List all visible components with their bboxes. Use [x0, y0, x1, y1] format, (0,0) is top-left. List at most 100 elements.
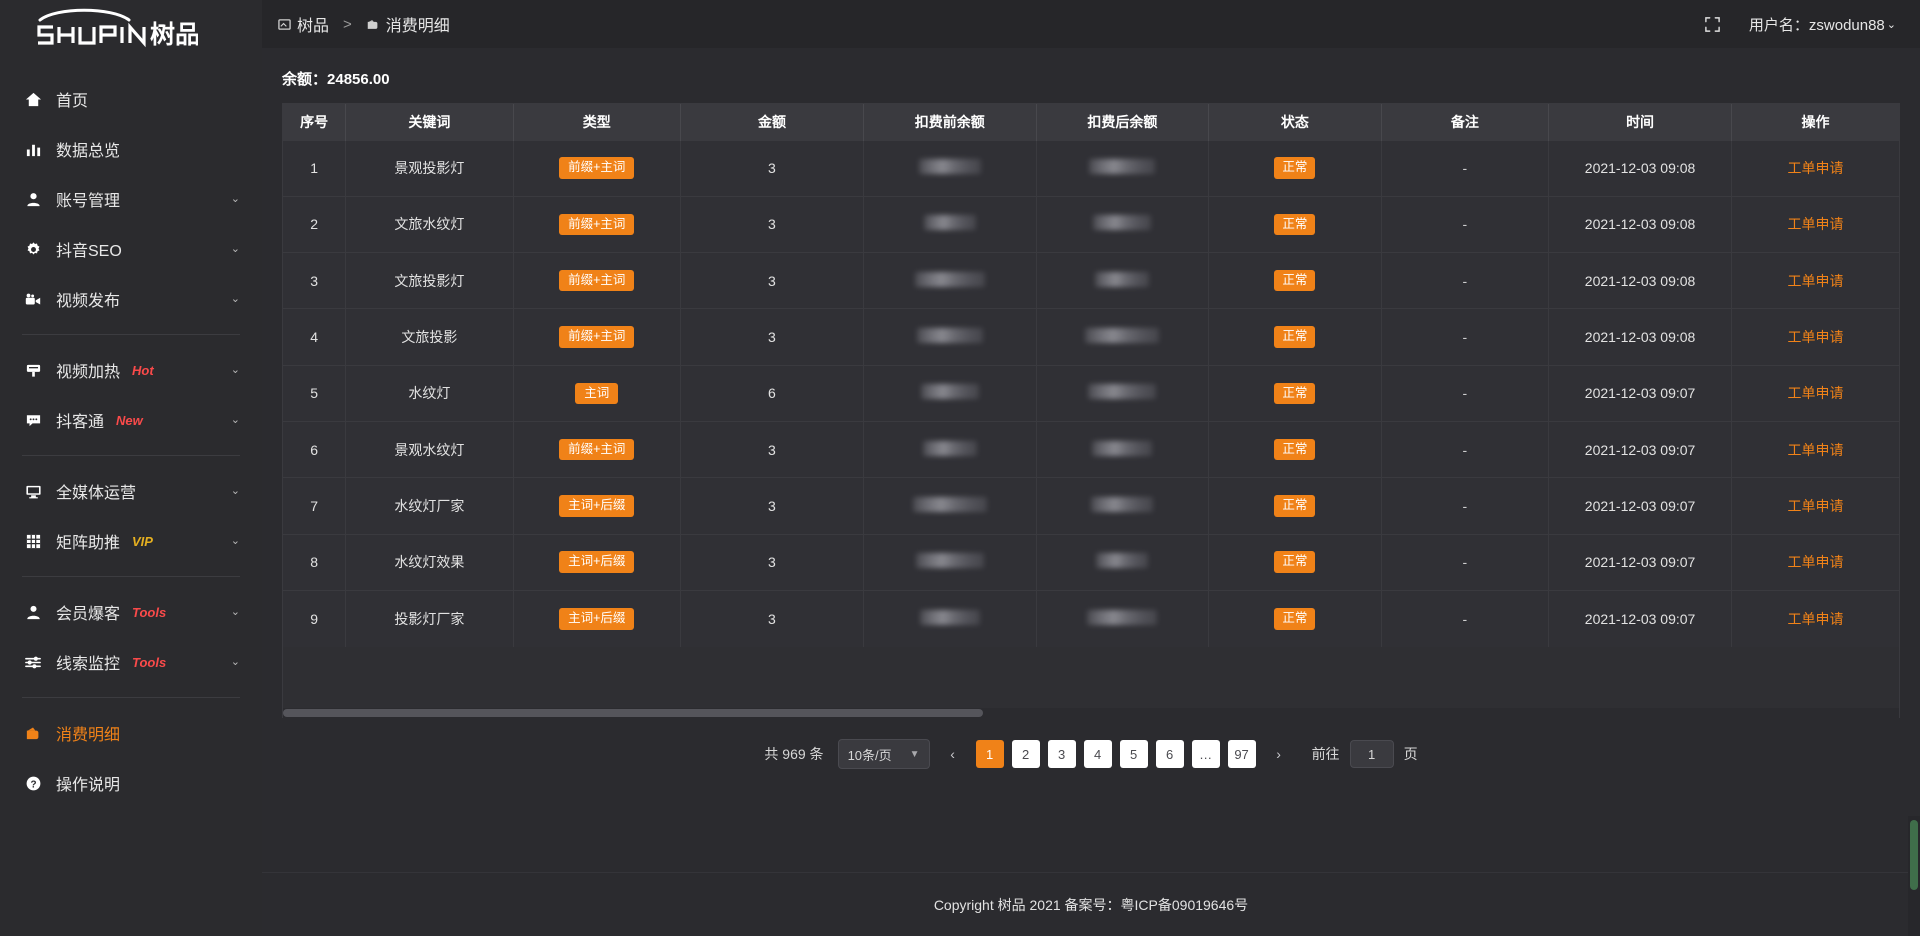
page-vertical-scrollbar[interactable]: [1908, 816, 1920, 936]
topbar-right: 用户名：zswodun88 ⌄: [1704, 14, 1896, 35]
ticket-apply-link[interactable]: 工单申请: [1787, 160, 1844, 177]
chevron-down-icon[interactable]: ⌄: [230, 192, 240, 205]
cell-operation[interactable]: 工单申请: [1731, 308, 1899, 366]
scrollbar-thumb[interactable]: [283, 709, 983, 717]
cell-remark: -: [1381, 420, 1550, 478]
ticket-apply-link[interactable]: 工单申请: [1787, 272, 1844, 289]
ticket-apply-link[interactable]: 工单申请: [1787, 497, 1844, 514]
cell-type: 前缀+主词: [513, 195, 681, 253]
video-camera-icon: [22, 291, 44, 308]
type-badge: 前缀+主词: [559, 213, 635, 236]
pagination-page-97[interactable]: 97: [1227, 740, 1256, 768]
sidebar-item-5[interactable]: 视频加热 Hot ⌄: [0, 345, 262, 395]
chevron-down-icon[interactable]: ⌄: [230, 292, 240, 305]
cell-status: 正常: [1208, 308, 1382, 366]
brand-logo[interactable]: 树品: [0, 0, 262, 58]
svg-text:树品: 树品: [150, 20, 198, 49]
sidebar-item-7[interactable]: 全媒体运营 ⌄: [0, 466, 262, 516]
sidebar-item-2[interactable]: 账号管理 ⌄: [0, 174, 262, 224]
sidebar-item-tag: Hot: [132, 362, 154, 378]
chevron-down-icon[interactable]: ⌄: [230, 534, 240, 547]
table-horizontal-scrollbar[interactable]: [283, 708, 1899, 718]
status-badge: 正常: [1274, 157, 1316, 179]
sidebar-item-10[interactable]: 线索监控 Tools ⌄: [0, 637, 262, 687]
ticket-apply-link[interactable]: 工单申请: [1787, 329, 1844, 346]
cell-type: 前缀+主词: [513, 252, 681, 309]
cell-operation[interactable]: 工单申请: [1731, 589, 1899, 647]
cell-operation[interactable]: 工单申请: [1731, 252, 1899, 309]
footer-copyright: Copyright 树品 2021 备案号：粤ICP备09019646号: [933, 896, 1249, 913]
chevron-down-icon[interactable]: ⌄: [230, 413, 240, 426]
grid-icon: [22, 533, 44, 550]
sidebar-item-tag: VIP: [132, 533, 153, 549]
cell-operation[interactable]: 工单申请: [1731, 364, 1899, 422]
sidebar-item-label: 视频发布: [56, 293, 121, 310]
question-circle-icon: ?: [22, 775, 44, 792]
pagination-ellipsis[interactable]: …: [1191, 740, 1220, 768]
cell-operation[interactable]: 工单申请: [1731, 139, 1899, 197]
pagination-total: 共 969 条: [764, 746, 824, 762]
ticket-apply-link[interactable]: 工单申请: [1787, 216, 1844, 233]
chevron-down-icon[interactable]: ⌄: [230, 484, 240, 497]
cell-amount: 3: [680, 252, 864, 309]
cell-amount: 3: [680, 589, 864, 647]
pagination-next-button[interactable]: ›: [1276, 746, 1281, 762]
ticket-apply-link[interactable]: 工单申请: [1787, 385, 1844, 402]
sidebar-item-1[interactable]: 数据总览: [0, 124, 262, 174]
cell-status: 正常: [1208, 589, 1382, 647]
ticket-apply-link[interactable]: 工单申请: [1787, 610, 1844, 627]
fullscreen-icon[interactable]: [1704, 16, 1721, 33]
redacted-value: [914, 271, 985, 287]
cell-index: 5: [283, 364, 347, 422]
cell-operation[interactable]: 工单申请: [1731, 533, 1899, 591]
pagination-page-5[interactable]: 5: [1119, 740, 1148, 768]
status-badge: 正常: [1274, 382, 1316, 405]
cell-index: 7: [283, 477, 347, 535]
sidebar-item-4[interactable]: 视频发布 ⌄: [0, 274, 262, 324]
chevron-down-icon[interactable]: ⌄: [230, 655, 240, 668]
sidebar-item-3[interactable]: 抖音SEO ⌄: [0, 224, 262, 274]
sidebar-item-6[interactable]: 抖客通 New ⌄: [0, 395, 262, 445]
pagination-page-1[interactable]: 1: [975, 740, 1004, 768]
pagination-page-3[interactable]: 3: [1047, 740, 1076, 768]
type-badge: 主词+后缀: [559, 551, 635, 573]
chevron-down-icon[interactable]: ⌄: [230, 242, 240, 255]
cell-operation[interactable]: 工单申请: [1731, 477, 1899, 535]
ticket-apply-link[interactable]: 工单申请: [1787, 441, 1844, 458]
redacted-value: [1096, 553, 1149, 569]
sidebar-item-0[interactable]: 首页: [0, 74, 262, 124]
sidebar-item-label: 视频加热: [56, 364, 121, 381]
chevron-down-icon[interactable]: ⌄: [230, 605, 240, 618]
remark-value: -: [1462, 610, 1468, 627]
pagination-goto-input[interactable]: [1349, 740, 1394, 768]
redacted-value: [1087, 609, 1158, 625]
sidebar-item-9[interactable]: 会员爆客 Tools ⌄: [0, 587, 262, 637]
pagination-page-6[interactable]: 6: [1155, 740, 1184, 768]
pagination-page-4[interactable]: 4: [1083, 740, 1112, 768]
cell-type: 前缀+主词: [513, 139, 681, 197]
home-icon: [22, 91, 44, 108]
sidebar-item-label: 抖客通: [56, 414, 105, 431]
breadcrumb-item-current[interactable]: 消费明细: [366, 12, 450, 36]
breadcrumb-item-root[interactable]: 树品: [278, 12, 329, 36]
sliders-icon: [22, 654, 44, 671]
cell-time: 2021-12-03 09:07: [1548, 420, 1733, 478]
status-badge: 正常: [1274, 326, 1316, 348]
pagination-page-2[interactable]: 2: [1011, 740, 1040, 768]
pagination-prev-button[interactable]: ‹: [950, 746, 955, 762]
cell-balance-after: [1036, 420, 1210, 478]
page-size-select[interactable]: 10条/页 ▼: [837, 739, 930, 769]
chevron-down-icon[interactable]: ⌄: [230, 363, 240, 376]
ticket-apply-link[interactable]: 工单申请: [1787, 554, 1844, 571]
cell-operation[interactable]: 工单申请: [1731, 195, 1899, 253]
cell-balance-before: [863, 589, 1037, 647]
sidebar-item-12[interactable]: ? 操作说明: [0, 758, 262, 808]
cell-operation[interactable]: 工单申请: [1731, 420, 1899, 478]
sidebar-item-8[interactable]: 矩阵助推 VIP ⌄: [0, 516, 262, 566]
sidebar-item-11[interactable]: 消费明细: [0, 708, 262, 758]
scrollbar-thumb[interactable]: [1910, 820, 1918, 890]
user-menu[interactable]: 用户名：zswodun88 ⌄: [1749, 14, 1896, 35]
redacted-value: [919, 609, 980, 625]
type-badge: 前缀+主词: [559, 438, 635, 461]
redacted-value: [918, 159, 981, 175]
